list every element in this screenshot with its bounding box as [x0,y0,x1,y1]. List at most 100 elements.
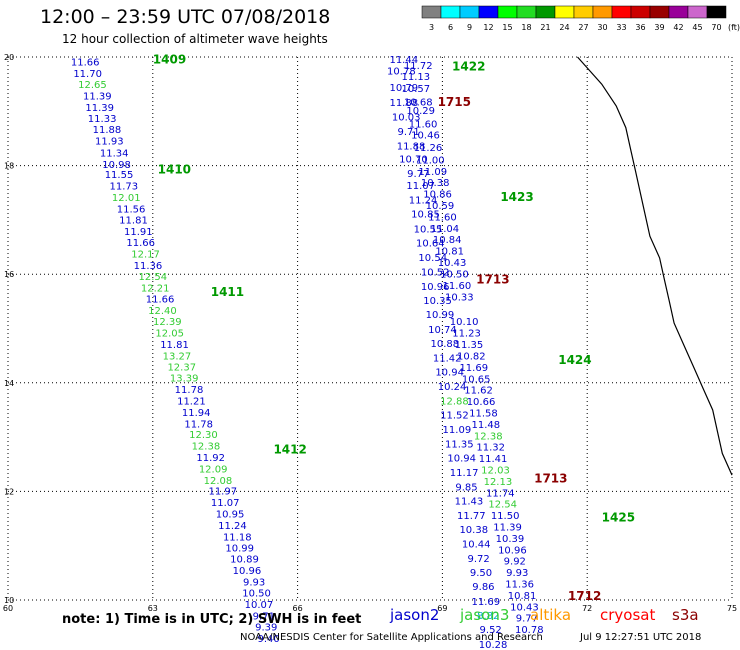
swh-value: 12.54 [138,272,167,283]
x-tick-label: 69 [437,604,447,613]
swh-value: 11.09 [418,167,447,178]
swh-value: 9.40 [258,634,280,645]
swh-value: 11.62 [464,386,493,397]
swh-value: 10.99 [225,544,254,555]
swh-value: 11.44 [389,55,418,66]
color-scale-label: 30 [597,23,607,32]
color-scale-swatch [687,5,708,19]
swh-value: 12.21 [141,284,170,295]
swh-value: 13.39 [170,374,199,385]
swh-value: 10.96 [233,566,262,577]
swh-value: 9.77 [407,169,429,180]
page-title: 12:00 – 23:59 UTC 07/08/2018 [40,6,331,28]
color-scale-swatch [554,5,575,19]
swh-value: 11.17 [450,468,479,479]
pass-label: 1423 [500,190,533,204]
swh-value: 11.18 [223,532,252,543]
swh-value: 11.69 [472,597,501,608]
swh-value: 11.35 [455,340,484,351]
swh-value: 11.81 [119,216,148,227]
swh-value: 9.92 [504,557,526,568]
color-scale-swatch [440,5,461,19]
x-tick-label: 75 [727,604,737,613]
swh-value: 11.41 [479,454,508,465]
swh-value: 10.50 [242,589,271,600]
swh-value: 10.82 [457,351,486,362]
swh-value: 9.77 [516,614,538,625]
swh-value: 11.32 [476,443,505,454]
swh-value: 9.39 [255,622,277,633]
swh-value: 10.94 [447,454,476,465]
swh-value: 10.81 [435,247,464,258]
swh-value: 12.05 [155,329,184,340]
swh-value: 11.92 [196,453,225,464]
swh-value: 11.70 [73,69,102,80]
color-scale-label: 70 [711,23,721,32]
swh-value: 11.78 [175,385,204,396]
swh-value: 11.42 [433,354,462,365]
swh-value: 10.98 [102,160,131,171]
color-scale-swatch [611,5,632,19]
legend-cryosat: cryosat [600,606,656,624]
swh-value: 11.66 [146,294,175,305]
swh-value: 9.85 [455,482,477,493]
swh-value: 9.71 [397,127,419,138]
color-scale-swatch [630,5,651,19]
legend-jason3: jason3 [460,606,510,624]
color-scale-label: 39 [654,23,664,32]
legend-jason2: jason2 [390,606,440,624]
swh-value: 10.33 [445,292,474,303]
swh-value: 10.38 [459,525,488,536]
swh-value: 10.86 [423,190,452,201]
color-scale-label: 12 [483,23,493,32]
swh-value: 10.89 [230,555,259,566]
swh-value: 11.88 [93,125,122,136]
swh-value: 12.38 [474,431,503,442]
swh-value: 10.85 [411,210,440,221]
swh-value: 11.77 [457,511,486,522]
swh-value: 10.88 [430,339,459,350]
color-scale-swatch [573,5,594,19]
color-scale-swatch [497,5,518,19]
legend-s3a: s3a [672,606,699,624]
pass-label: 1410 [158,163,191,177]
swh-value: 10.70 [399,154,428,165]
swh-value: 10.64 [416,239,445,250]
color-scale-label: 21 [540,23,550,32]
swh-value: 12.17 [131,249,160,260]
pass-label: 1713 [534,472,567,486]
swh-value: 11.23 [452,329,481,340]
swh-value: 10.07 [245,600,274,611]
swh-value: 11.00 [416,155,445,166]
swh-value: 12.54 [488,500,517,511]
swh-value: 9.72 [467,554,489,565]
coastline [577,56,733,476]
swh-value: 11.58 [469,408,498,419]
swh-value: 11.73 [110,181,139,192]
swh-value: 10.96 [498,545,527,556]
swh-value: 10.54 [418,253,447,264]
swh-value: 10.52 [421,267,450,278]
x-tick-label: 66 [293,604,303,613]
swh-value: 10.03 [392,113,421,124]
color-scale-label: 18 [521,23,531,32]
swh-value: 10.43 [438,258,467,269]
pass-label: 1412 [273,442,306,456]
swh-value: 9.50 [470,568,492,579]
y-tick-label: 14 [4,379,14,388]
y-tick-label: 16 [4,270,14,279]
swh-value: 11.93 [95,136,124,147]
swh-value: 11.48 [472,420,501,431]
swh-value: 10.81 [508,591,537,602]
timestamp-text: Jul 9 12:27:51 UTC 2018 [580,632,702,643]
swh-value: 10.94 [435,368,464,379]
swh-value: 11.72 [404,61,433,72]
swh-value: 11.74 [486,488,515,499]
swh-value: 12.65 [78,80,107,91]
page-subtitle: 12 hour collection of altimeter wave hei… [62,32,328,46]
swh-value: 11.60 [428,212,457,223]
swh-value: 10.68 [404,97,433,108]
swh-value: 10.79 [389,83,418,94]
swh-value: 11.07 [211,498,240,509]
swh-value: 11.55 [105,170,134,181]
